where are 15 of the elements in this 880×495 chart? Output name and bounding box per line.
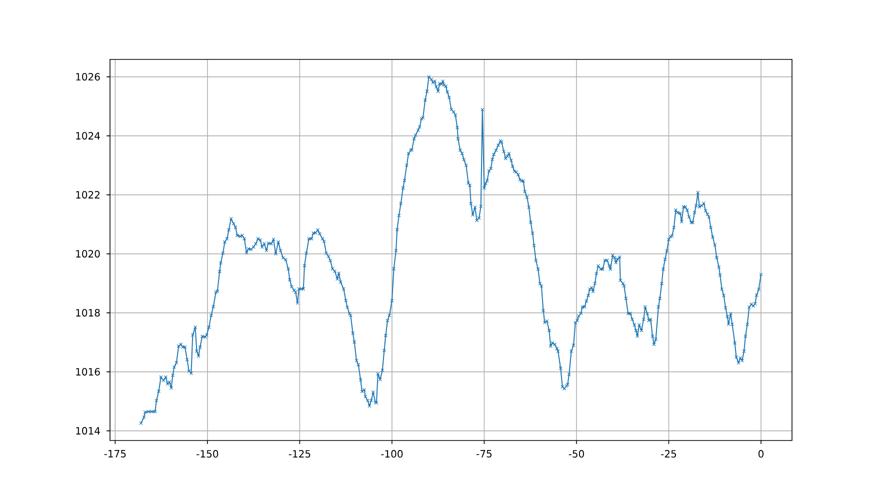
y-tick-label: 1020 (76, 250, 100, 258)
x-tick-label: -25 (661, 450, 676, 458)
y-tick-label: 1024 (76, 132, 100, 140)
x-tick-label: -150 (196, 450, 218, 458)
x-tick-label: 0 (758, 450, 764, 458)
y-tick-label: 1026 (76, 73, 100, 81)
y-tick-label: 1014 (76, 427, 100, 435)
x-tick-label: -100 (381, 450, 403, 458)
x-tick-label: -75 (476, 450, 492, 458)
y-tick-label: 1022 (76, 191, 100, 199)
x-tick-label: -125 (288, 450, 310, 458)
x-tick-label: -50 (568, 450, 584, 458)
y-tick-label: 1016 (76, 368, 100, 376)
x-tick-label: -175 (104, 450, 126, 458)
y-tick-label: 1018 (76, 309, 100, 317)
